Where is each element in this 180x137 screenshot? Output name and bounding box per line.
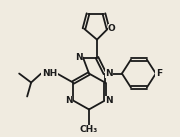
- Text: CH₃: CH₃: [80, 125, 98, 134]
- Text: N: N: [75, 53, 83, 62]
- Text: N: N: [105, 96, 113, 105]
- Text: F: F: [156, 69, 162, 78]
- Text: N: N: [105, 69, 113, 78]
- Text: O: O: [108, 24, 116, 33]
- Text: NH: NH: [42, 69, 57, 78]
- Text: N: N: [65, 96, 73, 105]
